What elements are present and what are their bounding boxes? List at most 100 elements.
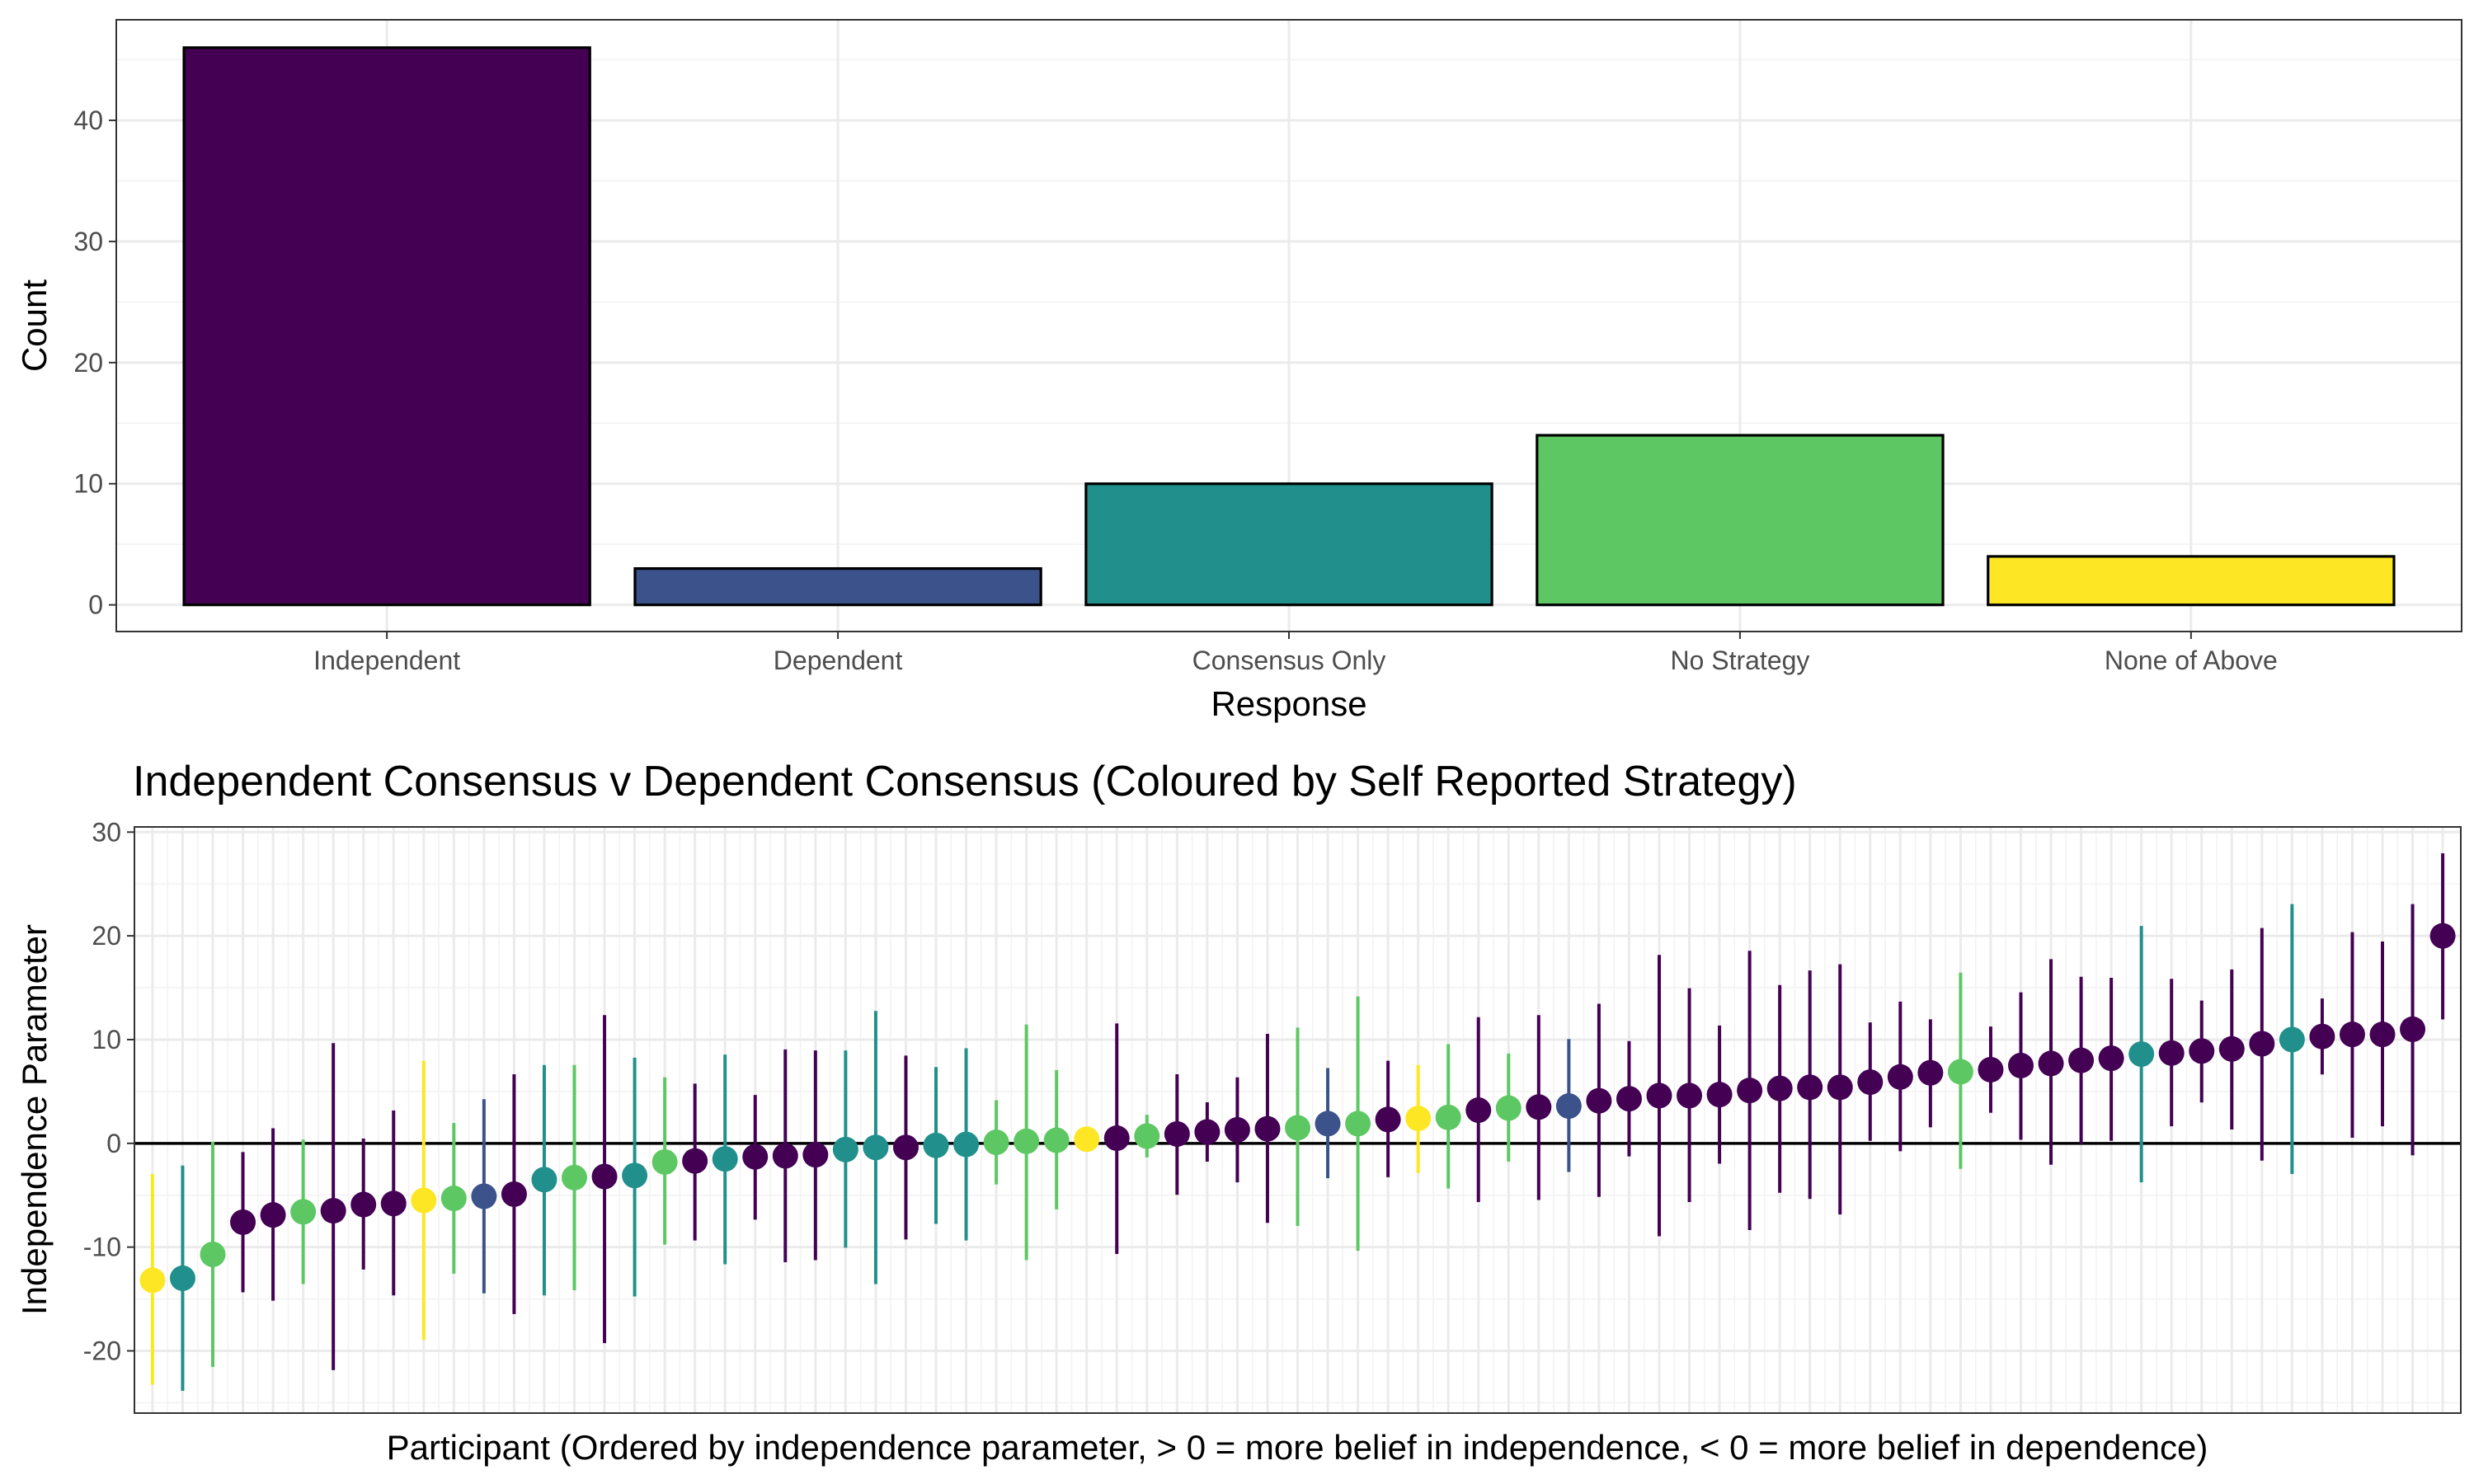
pointrange-point <box>802 1142 829 1168</box>
bar-chart-x-axis: Independent Dependent Consensus Only No Str… <box>313 632 2278 675</box>
pointrange-point <box>2158 1040 2185 1066</box>
pointrange-y-tick-label: -10 <box>83 1233 121 1262</box>
pointrange-point <box>591 1163 618 1190</box>
bar-chart-x-axis-title: Response <box>1211 684 1366 723</box>
pointrange-point <box>1677 1082 1703 1109</box>
pointrange-point <box>1947 1059 1973 1085</box>
pointrange-point <box>2128 1041 2155 1068</box>
pointrange-point <box>1917 1059 1944 1086</box>
pointrange-point <box>1405 1106 1432 1132</box>
pointrange-point <box>440 1186 467 1212</box>
pointrange-point <box>200 1241 226 1267</box>
pointrange-point <box>1978 1056 2004 1082</box>
pointrange-point <box>1465 1097 1492 1124</box>
pointrange-point <box>350 1191 377 1218</box>
pointrange-point <box>1737 1078 1763 1104</box>
bar-no-strategy <box>1536 434 1945 607</box>
pointrange-point <box>501 1181 527 1207</box>
pointrange-point <box>1285 1115 1310 1141</box>
bar-chart-x-tick-label: Consensus Only <box>1192 646 1386 675</box>
bar-chart-x-tick-label: Dependent <box>774 646 903 675</box>
pointrange-point <box>2369 1021 2396 1048</box>
pointrange-chart-x-axis-title: Participant (Ordered by independence par… <box>387 1428 2208 1467</box>
bar-chart-x-tick-label: Independent <box>313 646 460 675</box>
pointrange-point <box>1706 1082 1733 1108</box>
pointrange-points <box>139 923 2456 1294</box>
pointrange-chart-panel: Independent Consensus v Dependent Consen… <box>15 758 2462 1467</box>
pointrange-y-tick-label: -20 <box>83 1336 121 1365</box>
pointrange-point <box>2038 1050 2064 1077</box>
pointrange-point <box>1224 1116 1250 1143</box>
pointrange-chart-y-axis-title: Independence Parameter <box>15 924 54 1315</box>
pointrange-point <box>1164 1120 1190 1147</box>
pointrange-point <box>1797 1074 1823 1101</box>
pointrange-point <box>1345 1111 1371 1137</box>
pointrange-point <box>230 1209 256 1235</box>
pointrange-point <box>1435 1104 1461 1130</box>
pointrange-point <box>2279 1026 2305 1053</box>
pointrange-point <box>1254 1115 1281 1142</box>
pointrange-point <box>1827 1074 1853 1101</box>
pointrange-point <box>1014 1128 1040 1154</box>
pointrange-point <box>1646 1082 1672 1109</box>
pointrange-point <box>2339 1021 2365 1048</box>
pointrange-chart-y-axis: -20 -10 0 10 20 30 <box>83 817 134 1365</box>
pointrange-point <box>742 1144 769 1170</box>
pointrange-point <box>562 1164 588 1190</box>
pointrange-point <box>1103 1125 1130 1152</box>
pointrange-point <box>772 1143 798 1169</box>
pointrange-point <box>1194 1119 1221 1145</box>
pointrange-point <box>260 1202 286 1228</box>
pointrange-point <box>2189 1038 2215 1064</box>
pointrange-chart-title: Independent Consensus v Dependent Consen… <box>133 758 1797 805</box>
pointrange-y-tick-label: 30 <box>92 817 121 847</box>
pointrange-y-tick-label: 10 <box>92 1025 121 1054</box>
pointrange-point <box>892 1134 919 1161</box>
pointrange-point <box>320 1198 346 1224</box>
pointrange-point <box>1766 1075 1793 1101</box>
pointrange-point <box>832 1136 858 1162</box>
pointrange-point <box>863 1134 889 1161</box>
bar-chart-x-tick-label: None of Above <box>2105 646 2278 675</box>
pointrange-point <box>1074 1126 1100 1153</box>
pointrange-point <box>1315 1111 1341 1137</box>
pointrange-point <box>1495 1095 1522 1121</box>
pointrange-point <box>2007 1052 2034 1078</box>
pointrange-point <box>1616 1086 1642 1112</box>
pointrange-y-tick-label: 0 <box>106 1129 121 1158</box>
pointrange-point <box>1526 1094 1552 1120</box>
pointrange-point <box>682 1148 708 1174</box>
bar-chart-y-tick-label: 0 <box>88 590 103 620</box>
bar-consensus-only <box>1084 482 1493 607</box>
pointrange-point <box>2068 1047 2095 1073</box>
pointrange-y-tick-label: 20 <box>92 921 121 951</box>
pointrange-point <box>380 1190 407 1217</box>
pointrange-point <box>1375 1106 1401 1133</box>
pointrange-point <box>2400 1016 2426 1042</box>
pointrange-point <box>712 1146 738 1172</box>
pointrange-point <box>923 1132 949 1158</box>
pointrange-point <box>2218 1036 2245 1062</box>
bar-chart-y-tick-label: 20 <box>73 348 103 378</box>
pointrange-point <box>2309 1023 2335 1050</box>
pointrange-point <box>1134 1123 1160 1149</box>
pointrange-chart-panel-border <box>134 826 2462 1414</box>
pointrange-point <box>1887 1064 1913 1090</box>
pointrange-point <box>983 1129 1009 1156</box>
bar-chart-x-tick-label: No Strategy <box>1670 646 1809 675</box>
pointrange-point <box>531 1167 557 1193</box>
pointrange-point <box>139 1267 166 1294</box>
bar-chart-y-axis-title: Count <box>15 279 54 372</box>
pointrange-point <box>651 1148 678 1175</box>
pointrange-point <box>1586 1087 1612 1114</box>
bar-chart-y-tick-label: 40 <box>73 106 103 135</box>
bar-none-of-above <box>1987 555 2396 607</box>
pointrange-point <box>2249 1031 2275 1057</box>
pointrange-point <box>411 1187 437 1214</box>
pointrange-point <box>1555 1093 1582 1120</box>
bar-chart-y-tick-label: 30 <box>73 227 103 256</box>
bar-chart-panel: 0 10 20 30 40 Independent Dependent Consensus … <box>15 19 2462 723</box>
pointrange-point <box>1043 1127 1070 1153</box>
bar-independent <box>182 46 591 607</box>
